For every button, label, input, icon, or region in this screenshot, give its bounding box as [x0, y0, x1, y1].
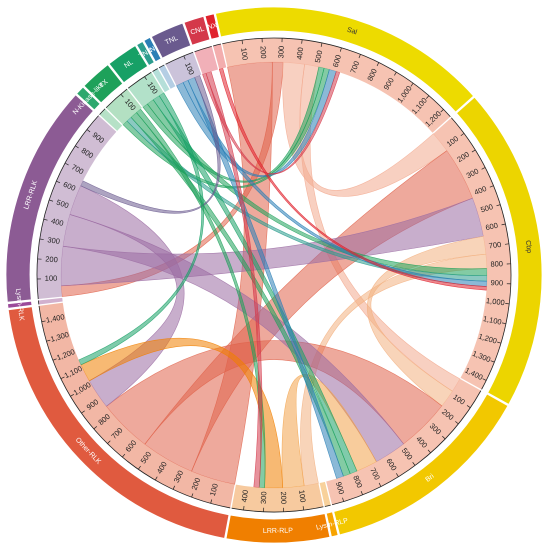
tick-label: 300: [47, 235, 61, 246]
tick-label: 800: [490, 259, 503, 269]
tick-label: 100: [239, 47, 250, 61]
tick-label: 200: [45, 254, 58, 264]
tick-label: 300: [276, 46, 285, 59]
tick-label: 300: [259, 491, 269, 504]
ribbon-layer: [61, 62, 487, 488]
tick-mark: [303, 506, 304, 510]
tick-label: 200: [258, 46, 268, 59]
tick-label: 400: [295, 47, 305, 60]
tick-label: 100: [297, 489, 307, 503]
tick-label: 400: [240, 489, 251, 503]
group-label-lrr-rlp: LRR-RLP: [263, 528, 293, 535]
tick-label: 200: [279, 491, 289, 504]
tick-label: 700: [488, 240, 502, 251]
group-label-cbp: Cbp: [524, 240, 532, 254]
tick-label: 100: [45, 274, 58, 283]
tick-label: 900: [490, 278, 503, 287]
